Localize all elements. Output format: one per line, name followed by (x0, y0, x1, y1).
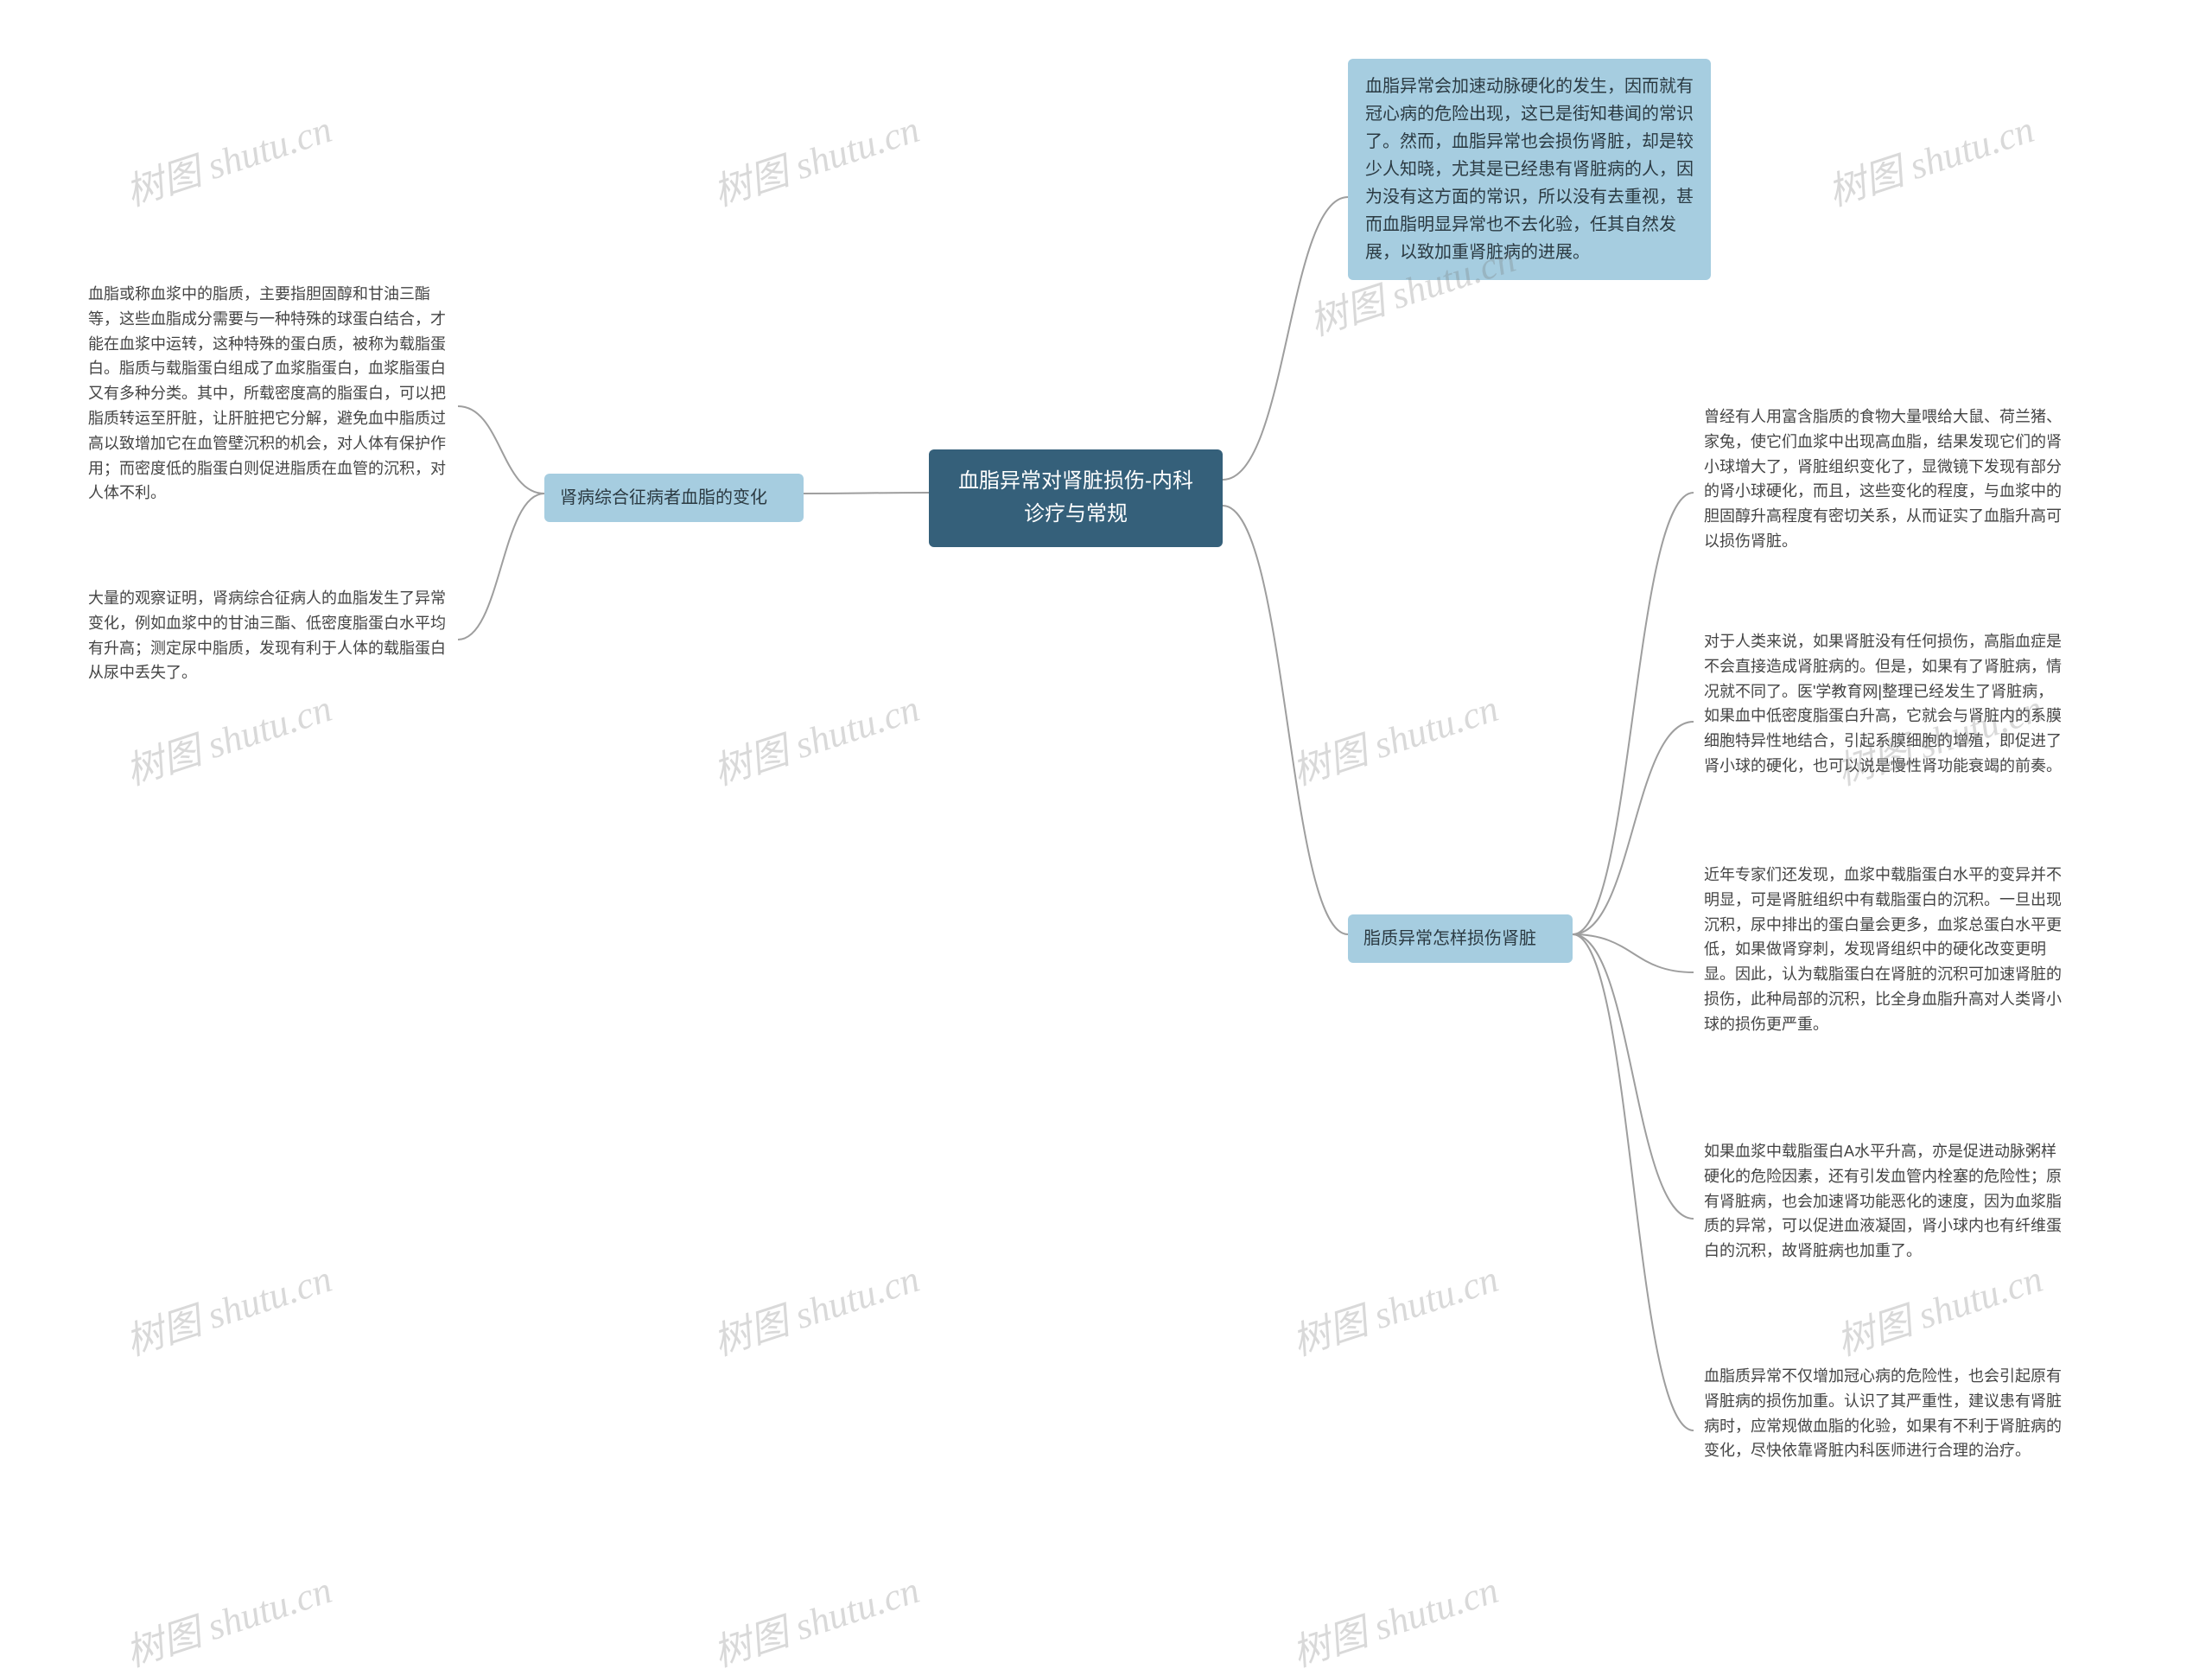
connector (1573, 934, 1694, 1219)
leaf-right-1d: 如果血浆中载脂蛋白A水平升高，亦是促进动脉粥样硬化的危险因素，还有引发血管内栓塞… (1694, 1132, 2074, 1271)
watermark: 树图 shutu.cn (1284, 1247, 1504, 1366)
watermark: 树图 shutu.cn (1284, 677, 1504, 795)
mindmap-canvas: 血脂异常对肾脏损伤-内科 诊疗与常规 肾病综合征病者血脂的变化 血脂或称血浆中的… (0, 0, 2212, 1669)
connector (804, 493, 929, 494)
connector (1573, 493, 1694, 934)
leaf-right-1c: 近年专家们还发现，血浆中载脂蛋白水平的变异并不明显，可是肾脏组织中有载脂蛋白的沉… (1694, 856, 2074, 1044)
watermark: 树图 shutu.cn (118, 677, 338, 795)
watermark: 树图 shutu.cn (118, 1247, 338, 1366)
watermark: 树图 shutu.cn (1284, 1558, 1504, 1669)
connector (458, 494, 544, 640)
watermark: 树图 shutu.cn (705, 98, 925, 216)
leaf-left-1b: 大量的观察证明，肾病综合征病人的血脂发生了异常变化，例如血浆中的甘油三酯、低密度… (78, 579, 458, 692)
connector (1573, 934, 1694, 972)
leaf-right-1e: 血脂质异常不仅增加冠心病的危险性，也会引起原有肾脏病的损伤加重。认识了其严重性，… (1694, 1357, 2074, 1470)
watermark: 树图 shutu.cn (705, 677, 925, 795)
root-node: 血脂异常对肾脏损伤-内科 诊疗与常规 (929, 449, 1223, 547)
watermark: 树图 shutu.cn (118, 1558, 338, 1669)
watermark: 树图 shutu.cn (1820, 98, 2040, 216)
branch-right-1: 脂质异常怎样损伤肾脏 (1348, 914, 1573, 963)
watermark: 树图 shutu.cn (118, 98, 338, 216)
leaf-left-1a: 血脂或称血浆中的脂质，主要指胆固醇和甘油三酯等，这些血脂成分需要与一种特殊的球蛋… (78, 275, 458, 513)
watermark: 树图 shutu.cn (705, 1558, 925, 1669)
connector (1223, 506, 1348, 934)
connector (1573, 722, 1694, 934)
watermark: 树图 shutu.cn (705, 1247, 925, 1366)
connector (1573, 934, 1694, 1430)
branch-left-1: 肾病综合征病者血脂的变化 (544, 474, 804, 522)
connector (458, 406, 544, 494)
leaf-right-1a: 曾经有人用富含脂质的食物大量喂给大鼠、荷兰猪、家兔，使它们血浆中出现高血脂，结果… (1694, 398, 2074, 561)
intro-node: 血脂异常会加速动脉硬化的发生，因而就有冠心病的危险出现，这已是街知巷闻的常识了。… (1348, 59, 1711, 280)
